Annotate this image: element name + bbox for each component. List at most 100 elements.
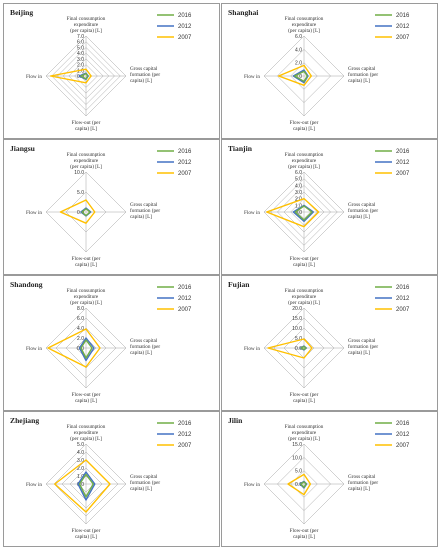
tick-label: 4.0 xyxy=(295,47,302,53)
legend-label: 2016 xyxy=(178,13,192,19)
tick-label: 1.0 xyxy=(77,474,84,480)
legend-label: 2012 xyxy=(178,432,192,438)
axis-label: formation (per xyxy=(348,71,378,78)
radar-chart-grid: Beijing 0.0 1.0 2.0 3.0 4.0 5.0 6.0 7.0 Final con… xyxy=(3,3,438,547)
tick-label: 4.0 xyxy=(77,51,84,57)
legend-label: 2007 xyxy=(178,171,192,177)
legend-label: 2016 xyxy=(178,421,192,427)
tick-label: 6.0 xyxy=(77,316,84,322)
axis-label: capita) [L] xyxy=(75,533,97,540)
legend-label: 2007 xyxy=(396,443,410,449)
axis-label: Final consumption xyxy=(285,288,324,294)
axis-label: Flow-out (per xyxy=(290,391,319,398)
axis-label: capita) [L] xyxy=(75,261,97,268)
tick-label: 6.0 xyxy=(295,34,302,40)
axis-label: formation (per xyxy=(130,479,160,486)
axis-label: Gross capital xyxy=(348,202,376,208)
radar-svg: 0.01.02.03.04.05.06.0 Final consumptionex… xyxy=(244,149,410,268)
radar-panel-shanghai: Shanghai 0.0 2.0 4.0 6.0 Final consumption exp… xyxy=(221,3,438,139)
series-2016-polygon xyxy=(300,481,307,488)
tick-label: 10.0 xyxy=(292,455,302,461)
axis-label: formation (per xyxy=(130,71,160,78)
axis-label: Gross capital xyxy=(348,474,376,480)
series-2016-polygon xyxy=(81,208,91,217)
panel-title: Jiangsu xyxy=(10,144,35,153)
panel-title: Beijing xyxy=(10,8,34,17)
legend-label: 2007 xyxy=(396,307,410,313)
tick-label: 10.0 xyxy=(74,170,84,176)
panel-title: Zhejiang xyxy=(10,416,40,425)
axis-label: Final consumption xyxy=(67,152,106,158)
radar-panel-shandong: Shandong 0.0 2.0 4.0 6.0 8.0 Final consumption… xyxy=(3,275,220,411)
axis-label: formation (per xyxy=(130,207,160,214)
axis-label: expenditure xyxy=(292,22,317,28)
axis-label: Gross capital xyxy=(130,202,158,208)
tick-label: 6.0 xyxy=(77,40,84,46)
tick-label: 7.0 xyxy=(77,34,84,40)
series-2016-polygon xyxy=(80,73,89,80)
series-2012-polygon xyxy=(78,337,95,362)
tick-label: 5.0 xyxy=(295,177,302,183)
tick-label: 4.0 xyxy=(77,450,84,456)
tick-label: 1.0 xyxy=(77,68,84,74)
panel-title: Tianjin xyxy=(228,144,252,153)
legend-label: 2012 xyxy=(178,160,192,166)
tick-label: 2.0 xyxy=(77,63,84,69)
axis-label: (per capita) [L] xyxy=(70,435,102,442)
tick-label: 5.0 xyxy=(295,336,302,342)
legend-label: 2016 xyxy=(396,149,410,155)
axis-label: Final consumption xyxy=(67,16,106,22)
legend-label: 2012 xyxy=(396,432,410,438)
axis-label: Final consumption xyxy=(67,288,106,294)
axis-label: Flow-out (per xyxy=(72,255,101,262)
panel-title: Shanghai xyxy=(228,8,259,17)
tick-label: 1.0 xyxy=(295,203,302,209)
axis-label: capita) [L] xyxy=(75,125,97,132)
axis-label: Flow in xyxy=(244,74,260,80)
legend-label: 2012 xyxy=(396,160,410,166)
axis-label: (per capita) [L] xyxy=(288,435,320,442)
tick-label: 8.0 xyxy=(77,306,84,312)
tick-label: 3.0 xyxy=(77,458,84,464)
axis-label: Gross capital xyxy=(130,66,158,72)
axis-label: capita) [L] xyxy=(348,349,370,356)
axis-label: (per capita) [L] xyxy=(288,163,320,170)
legend-label: 2007 xyxy=(396,171,410,177)
radar-panel-jiangsu: Jiangsu 0.0 5.0 10.0 Final consumption expend… xyxy=(3,139,220,275)
legend-label: 2012 xyxy=(178,296,192,302)
tick-label: 3.0 xyxy=(295,190,302,196)
axis-label: expenditure xyxy=(292,294,317,300)
axis-label: Flow in xyxy=(244,346,260,352)
tick-label: 0.0 xyxy=(77,210,84,216)
tick-label: 5.0 xyxy=(295,469,302,475)
tick-label: 15.0 xyxy=(292,442,302,448)
axis-label: formation (per xyxy=(130,343,160,350)
legend-label: 2012 xyxy=(396,296,410,302)
axis-label: capita) [L] xyxy=(130,485,152,492)
axis-label: Final consumption xyxy=(67,424,106,430)
series-2007-polygon xyxy=(287,473,312,496)
axis-label: capita) [L] xyxy=(75,397,97,404)
series-2007-polygon xyxy=(265,197,320,228)
legend-label: 2016 xyxy=(396,421,410,427)
panel-title: Fujian xyxy=(228,280,250,289)
radar-svg: 0.0 5.0 10.0 Final consumptionexpenditure(p… xyxy=(26,149,192,268)
tick-label: 2.0 xyxy=(77,466,84,472)
axis-label: Flow in xyxy=(244,210,260,216)
axis-label: capita) [L] xyxy=(130,77,152,84)
series-2007-polygon xyxy=(49,68,92,84)
legend-label: 2016 xyxy=(396,13,410,19)
series-2007-polygon xyxy=(47,328,101,368)
tick-label: 4.0 xyxy=(295,183,302,189)
radar-svg: 0.0 5.0 10.0 15.0 20.0 Final consumptionexpen… xyxy=(244,285,410,404)
radar-panel-jilin: Jilin 0.0 5.0 10.0 15.0 Final consumption expe… xyxy=(221,411,438,547)
axis-label: capita) [L] xyxy=(130,349,152,356)
axis-label: Flow in xyxy=(26,482,42,488)
tick-label: 0.0 xyxy=(295,210,302,216)
radar-panel-zhejiang: Zhejiang 0.0 1.0 2.0 3.0 4.0 5.0 Final consumpt… xyxy=(3,411,220,547)
legend-label: 2007 xyxy=(178,443,192,449)
legend-label: 2012 xyxy=(178,24,192,30)
axis-label: Flow in xyxy=(26,346,42,352)
